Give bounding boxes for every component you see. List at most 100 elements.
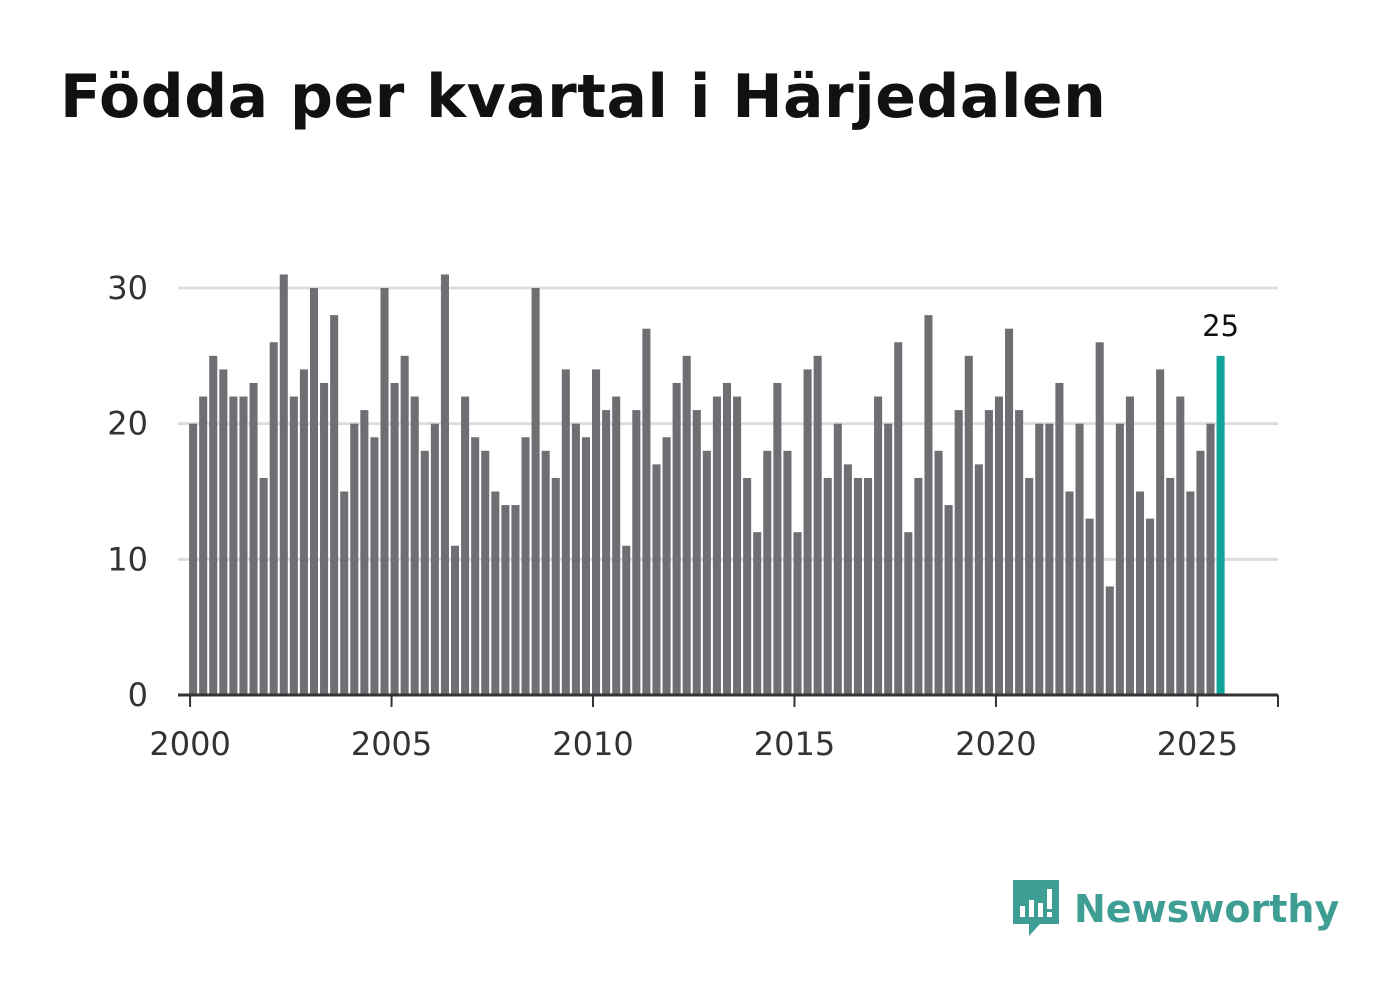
bar bbox=[501, 505, 510, 695]
bar bbox=[531, 288, 540, 695]
bar bbox=[350, 423, 359, 695]
x-tick-label-2015: 2015 bbox=[754, 725, 835, 763]
y-tick-label-0: 0 bbox=[128, 676, 148, 714]
bar bbox=[1105, 586, 1114, 695]
bar bbox=[440, 274, 449, 695]
bar bbox=[894, 342, 903, 695]
bar bbox=[853, 477, 862, 695]
bar bbox=[1065, 491, 1074, 695]
bar-highlighted bbox=[1216, 355, 1225, 695]
bar bbox=[571, 423, 580, 695]
y-tick-label-20: 20 bbox=[107, 405, 148, 443]
bar bbox=[843, 464, 852, 695]
bar bbox=[1075, 423, 1084, 695]
bar bbox=[994, 396, 1004, 695]
bar bbox=[521, 437, 530, 695]
bar bbox=[863, 477, 873, 695]
bar bbox=[410, 396, 419, 695]
bar bbox=[561, 369, 570, 695]
bar bbox=[1115, 423, 1124, 695]
bar bbox=[823, 477, 832, 695]
bar bbox=[1085, 518, 1094, 695]
bar bbox=[934, 450, 943, 695]
y-tick-label-10: 10 bbox=[107, 540, 148, 578]
bar bbox=[189, 423, 198, 695]
bar bbox=[269, 342, 278, 695]
bar bbox=[974, 464, 983, 695]
axes bbox=[178, 693, 1279, 707]
x-tick-label-2005: 2005 bbox=[351, 725, 432, 763]
bar bbox=[390, 382, 399, 695]
bar bbox=[1045, 423, 1054, 695]
bar bbox=[753, 532, 762, 695]
x-tick-label-2010: 2010 bbox=[552, 725, 633, 763]
bar bbox=[1186, 491, 1195, 695]
bar bbox=[249, 382, 258, 695]
bar bbox=[1135, 491, 1145, 695]
bar bbox=[330, 315, 339, 695]
bar bbox=[309, 288, 319, 695]
bar bbox=[602, 410, 611, 695]
bar bbox=[380, 288, 389, 695]
bar bbox=[642, 328, 651, 695]
bar bbox=[622, 545, 631, 695]
bar bbox=[592, 369, 601, 695]
bar bbox=[299, 369, 308, 695]
y-tick-label-30: 30 bbox=[107, 269, 148, 307]
bar bbox=[360, 410, 369, 695]
bar bbox=[763, 450, 772, 695]
brand-name: Newsworthy bbox=[1074, 887, 1340, 931]
chart-title: Födda per kvartal i Härjedalen bbox=[60, 62, 1107, 132]
bar bbox=[581, 437, 591, 695]
bar bbox=[229, 396, 238, 695]
bar bbox=[430, 423, 439, 695]
bar bbox=[1005, 328, 1014, 695]
bars bbox=[189, 274, 1225, 695]
bar bbox=[722, 382, 732, 695]
bar bbox=[1206, 423, 1215, 695]
bar bbox=[964, 355, 973, 695]
bar bbox=[793, 532, 802, 695]
newsworthy-logo-icon bbox=[1013, 880, 1059, 936]
bar-value-label: 25 bbox=[1202, 309, 1239, 343]
bar bbox=[632, 410, 641, 695]
bar bbox=[1176, 396, 1185, 695]
bar bbox=[199, 396, 208, 695]
x-tick-label-2000: 2000 bbox=[149, 725, 230, 763]
bar bbox=[420, 450, 429, 695]
bar bbox=[672, 382, 681, 695]
bar bbox=[743, 477, 752, 695]
bar bbox=[944, 505, 953, 695]
bar bbox=[551, 477, 560, 695]
bar bbox=[612, 396, 621, 695]
bar bbox=[1025, 477, 1034, 695]
bar bbox=[954, 410, 963, 695]
bar bbox=[813, 355, 822, 695]
bar bbox=[511, 505, 520, 695]
x-tick-label-2020: 2020 bbox=[955, 725, 1036, 763]
bar bbox=[1196, 450, 1205, 695]
bar bbox=[320, 382, 329, 695]
x-tick-label-2025: 2025 bbox=[1157, 725, 1238, 763]
bar bbox=[1146, 518, 1155, 695]
bar bbox=[239, 396, 248, 695]
bar bbox=[481, 450, 490, 695]
bar bbox=[712, 396, 721, 695]
labels: 0 10 20 30 25 2000 2005 2010 2015 2020 2025 bbox=[107, 269, 1239, 763]
bar bbox=[450, 545, 460, 695]
bar bbox=[340, 491, 349, 695]
bar bbox=[652, 464, 661, 695]
bar bbox=[833, 423, 842, 695]
bar bbox=[904, 532, 913, 695]
bar bbox=[783, 450, 792, 695]
bar bbox=[1125, 396, 1134, 695]
bar bbox=[1015, 410, 1024, 695]
bar bbox=[1156, 369, 1165, 695]
bar bbox=[1166, 477, 1175, 695]
bar bbox=[874, 396, 883, 695]
bar bbox=[733, 396, 742, 695]
bar bbox=[1055, 382, 1064, 695]
bar bbox=[541, 450, 550, 695]
bar bbox=[370, 437, 379, 695]
bar bbox=[924, 315, 933, 695]
